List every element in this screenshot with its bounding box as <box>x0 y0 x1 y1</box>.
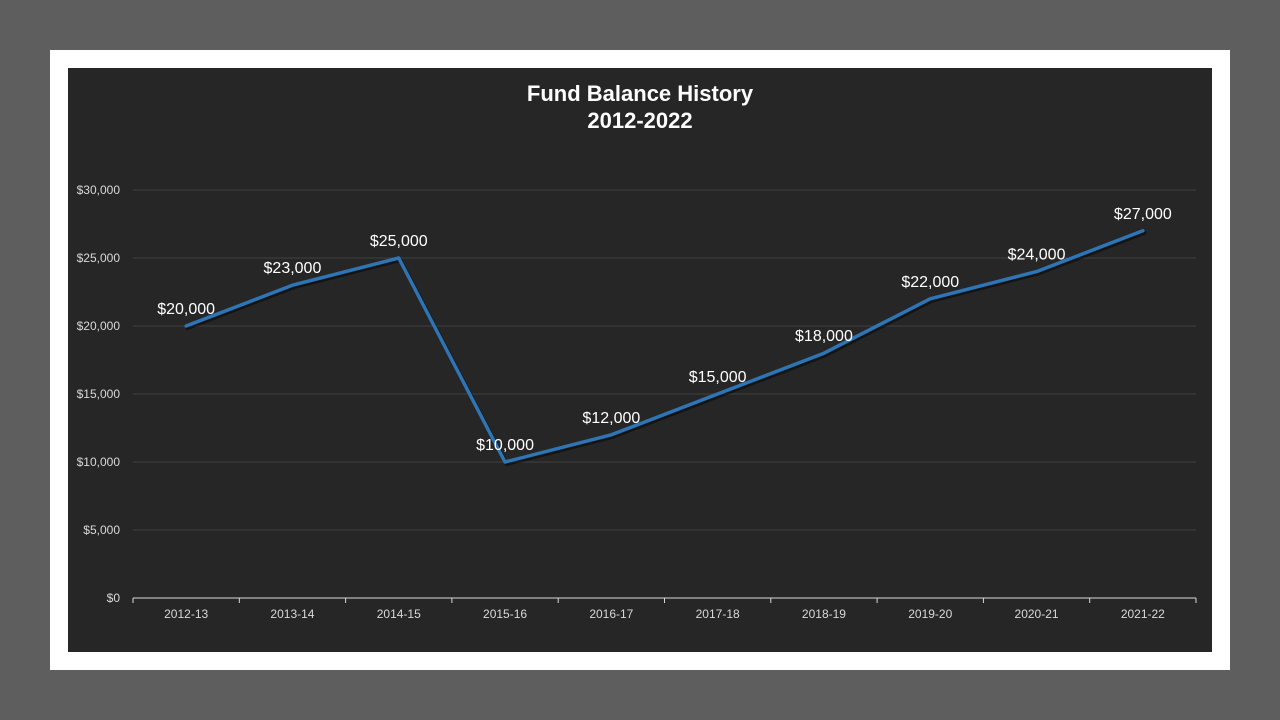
x-tick-label: 2021-22 <box>1121 607 1165 621</box>
y-tick-label: $15,000 <box>77 387 121 401</box>
data-label: $24,000 <box>1008 247 1066 264</box>
data-label: $25,000 <box>370 233 428 250</box>
y-tick-label: $25,000 <box>77 251 121 265</box>
x-tick-label: 2012-13 <box>164 607 208 621</box>
series-line-shadow <box>185 230 1147 466</box>
data-label: $10,000 <box>476 437 534 454</box>
data-label: $18,000 <box>795 328 853 345</box>
x-tick-label: 2017-18 <box>696 607 740 621</box>
x-tick-label: 2013-14 <box>270 607 314 621</box>
y-tick-label: $10,000 <box>77 455 121 469</box>
chart-title-line2: 2012-2022 <box>587 108 693 133</box>
x-tick-label: 2016-17 <box>589 607 633 621</box>
chart-panel <box>68 68 1212 652</box>
series-line <box>184 229 1145 464</box>
data-label: $27,000 <box>1114 206 1172 223</box>
y-tick-label: $30,000 <box>77 183 121 197</box>
y-tick-label: $0 <box>107 591 121 605</box>
chart-title-line1: Fund Balance History <box>526 81 754 106</box>
data-label: $23,000 <box>264 260 322 277</box>
x-tick-label: 2020-21 <box>1015 607 1059 621</box>
y-tick-label: $5,000 <box>83 523 120 537</box>
x-tick-label: 2014-15 <box>377 607 421 621</box>
data-label: $12,000 <box>582 410 640 427</box>
data-label: $20,000 <box>157 301 215 318</box>
x-tick-label: 2018-19 <box>802 607 846 621</box>
data-label: $15,000 <box>689 369 747 386</box>
chart-title: Fund Balance History 2012-2022 <box>68 80 1212 134</box>
x-tick-label: 2019-20 <box>908 607 952 621</box>
x-tick-label: 2015-16 <box>483 607 527 621</box>
data-label: $22,000 <box>901 274 959 291</box>
y-tick-label: $20,000 <box>77 319 121 333</box>
